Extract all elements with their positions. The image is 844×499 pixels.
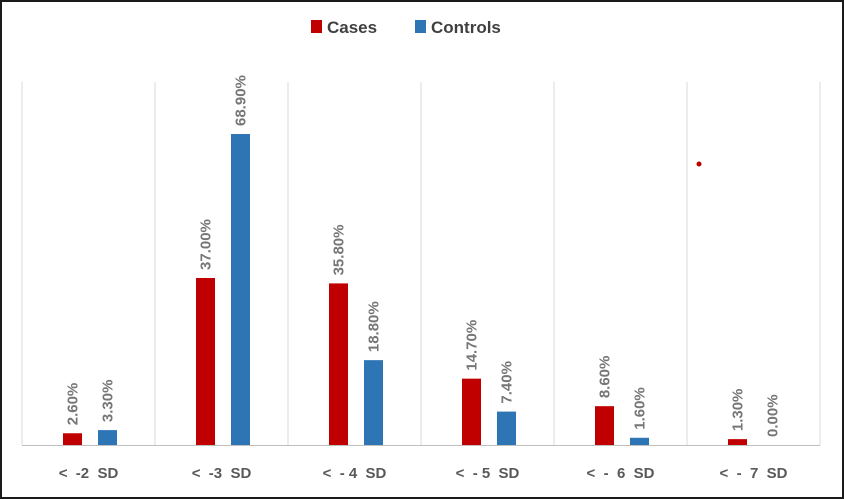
data-label: 0.00% <box>765 394 782 437</box>
bar-controls <box>630 437 649 445</box>
x-tick-label: < - 7 SD <box>720 465 788 482</box>
bar-cases <box>462 378 481 445</box>
bar-controls <box>98 430 117 445</box>
bar-cases <box>595 406 614 445</box>
data-label: 7.40% <box>499 361 516 404</box>
x-tick-label: < - 6 SD <box>587 465 655 482</box>
data-label: 68.90% <box>233 75 250 126</box>
legend-swatch-controls <box>415 20 426 33</box>
legend-swatch-cases <box>311 20 322 33</box>
bar-controls <box>364 360 383 445</box>
x-tick-label: < -2 SD <box>59 465 119 482</box>
legend-label: Controls <box>431 18 501 37</box>
data-label: 35.80% <box>331 225 348 276</box>
legend-label: Cases <box>327 18 377 37</box>
stray-marker-dot <box>696 161 702 167</box>
bar-cases <box>196 277 215 445</box>
data-label: 37.00% <box>198 219 215 270</box>
bar-cases <box>728 439 747 445</box>
data-label: 8.60% <box>597 356 614 399</box>
data-label: 3.30% <box>100 380 117 423</box>
data-label: 18.80% <box>366 301 383 352</box>
data-label: 2.60% <box>65 383 82 426</box>
data-label: 1.60% <box>632 387 649 430</box>
bar-cases <box>329 283 348 445</box>
data-label: 1.30% <box>730 389 747 432</box>
data-label: 14.70% <box>464 320 481 371</box>
bar-controls <box>497 411 516 445</box>
bar-cases <box>63 433 82 445</box>
x-tick-label: < - 5 SD <box>456 465 520 482</box>
x-tick-label: < -3 SD <box>192 465 252 482</box>
x-tick-label: < - 4 SD <box>323 465 387 482</box>
bar-controls <box>231 134 250 445</box>
